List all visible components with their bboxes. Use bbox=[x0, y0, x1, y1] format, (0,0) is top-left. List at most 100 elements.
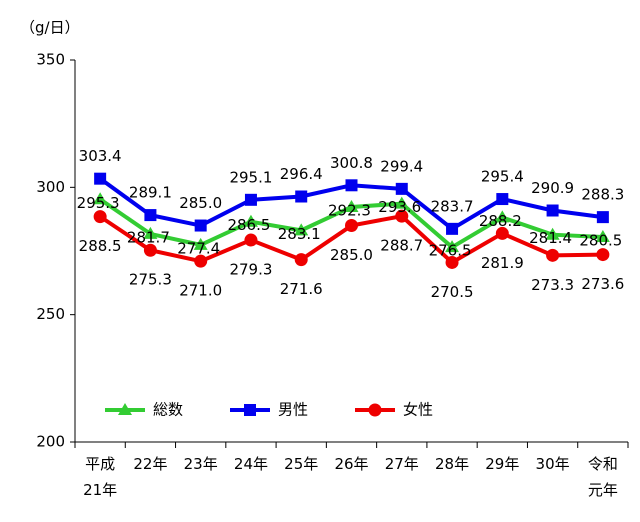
marker bbox=[596, 248, 610, 262]
x-tick-label-line: 23年 bbox=[184, 455, 218, 473]
marker bbox=[93, 210, 107, 224]
marker bbox=[118, 403, 132, 415]
marker bbox=[596, 211, 609, 224]
data-label: 300.8 bbox=[330, 154, 373, 172]
data-label: 270.5 bbox=[431, 283, 474, 301]
x-tick-label-line: 25年 bbox=[284, 455, 318, 473]
marker bbox=[143, 243, 157, 257]
data-label: 281.7 bbox=[127, 228, 170, 246]
data-label: 271.0 bbox=[179, 282, 222, 300]
x-tick-label-line: 27年 bbox=[385, 455, 419, 473]
marker bbox=[243, 214, 258, 227]
data-label: 288.5 bbox=[79, 237, 122, 255]
marker bbox=[545, 227, 560, 240]
marker bbox=[496, 193, 509, 206]
x-tick-label-line: 29年 bbox=[485, 455, 519, 473]
x-tick-label: 令和元年 bbox=[588, 455, 618, 499]
data-label: 303.4 bbox=[79, 147, 122, 165]
marker bbox=[294, 223, 309, 236]
data-label: 280.5 bbox=[579, 231, 622, 249]
x-tick-label: 28年 bbox=[435, 455, 469, 473]
marker bbox=[445, 255, 459, 269]
marker bbox=[244, 233, 258, 247]
y-tick-label: 350 bbox=[36, 51, 65, 69]
x-tick-label-line: 28年 bbox=[435, 455, 469, 473]
data-label: 296.4 bbox=[280, 165, 323, 183]
x-tick-label: 27年 bbox=[385, 455, 419, 473]
marker bbox=[495, 226, 509, 240]
marker bbox=[143, 226, 158, 239]
data-label: 271.6 bbox=[280, 280, 323, 298]
data-label: 293.6 bbox=[378, 198, 421, 216]
legend-label: 総数 bbox=[153, 401, 183, 419]
y-tick-label: 200 bbox=[36, 433, 65, 451]
legend-label: 女性 bbox=[403, 401, 433, 419]
marker bbox=[345, 219, 358, 233]
marker bbox=[394, 196, 409, 209]
marker bbox=[94, 172, 107, 185]
data-label: 283.7 bbox=[431, 197, 474, 215]
data-label: 299.4 bbox=[380, 157, 423, 175]
marker bbox=[595, 229, 610, 242]
marker bbox=[546, 248, 560, 262]
marker bbox=[445, 240, 460, 253]
data-label: 292.3 bbox=[328, 201, 371, 219]
marker bbox=[244, 404, 256, 416]
x-tick-label-line: 24年 bbox=[234, 455, 268, 473]
x-tick-label: 29年 bbox=[485, 455, 519, 473]
data-label: 277.4 bbox=[177, 239, 220, 257]
data-label: 290.9 bbox=[531, 179, 574, 197]
marker bbox=[144, 209, 157, 222]
marker bbox=[194, 254, 208, 268]
marker bbox=[193, 237, 208, 250]
marker bbox=[446, 222, 459, 235]
x-tick-label-line: 21年 bbox=[83, 481, 117, 499]
x-tick-label-line: 元年 bbox=[588, 481, 618, 499]
x-tick-label-line: 30年 bbox=[536, 455, 570, 473]
marker bbox=[395, 209, 409, 223]
x-tick-label-line: 令和 bbox=[588, 455, 618, 473]
data-label: 279.3 bbox=[229, 261, 272, 279]
marker bbox=[93, 192, 108, 205]
data-label: 288.7 bbox=[380, 237, 423, 255]
x-tick-label: 30年 bbox=[536, 455, 570, 473]
x-tick-label-line: 26年 bbox=[334, 455, 368, 473]
x-tick-label-line: 平成 bbox=[85, 455, 115, 473]
marker bbox=[244, 193, 257, 206]
data-label: 288.3 bbox=[581, 186, 624, 204]
data-label: 283.1 bbox=[278, 225, 321, 243]
data-label: 295.1 bbox=[229, 168, 272, 186]
x-tick-label: 25年 bbox=[284, 455, 318, 473]
x-tick-label: 24年 bbox=[234, 455, 268, 473]
marker bbox=[368, 403, 382, 417]
y-tick-label: 250 bbox=[36, 305, 65, 323]
data-label: 285.0 bbox=[179, 194, 222, 212]
y-tick-label: 300 bbox=[36, 178, 65, 196]
x-tick-label: 22年 bbox=[133, 455, 167, 473]
marker bbox=[344, 199, 359, 212]
marker bbox=[194, 219, 207, 232]
marker bbox=[395, 182, 408, 195]
data-label: 281.4 bbox=[529, 229, 572, 247]
y-axis-label: （g/日） bbox=[20, 19, 80, 37]
x-tick-label: 平成 21年 bbox=[83, 455, 117, 499]
data-label: 286.5 bbox=[227, 216, 270, 234]
marker bbox=[345, 179, 358, 192]
data-label: 281.9 bbox=[481, 254, 524, 272]
marker bbox=[294, 253, 308, 267]
data-label: 273.6 bbox=[581, 275, 624, 293]
x-tick-label: 26年 bbox=[334, 455, 368, 473]
data-label: 276.5 bbox=[429, 242, 472, 260]
x-tick-label-line: 22年 bbox=[133, 455, 167, 473]
marker bbox=[295, 190, 308, 203]
data-label: 289.1 bbox=[129, 184, 172, 202]
data-label: 273.3 bbox=[531, 276, 574, 294]
data-label: 275.3 bbox=[129, 271, 172, 289]
marker bbox=[495, 210, 510, 223]
data-label: 295.3 bbox=[77, 194, 120, 212]
data-label: 295.4 bbox=[481, 168, 524, 186]
data-label: 288.2 bbox=[479, 212, 522, 230]
legend-label: 男性 bbox=[278, 401, 308, 419]
marker bbox=[546, 204, 559, 217]
